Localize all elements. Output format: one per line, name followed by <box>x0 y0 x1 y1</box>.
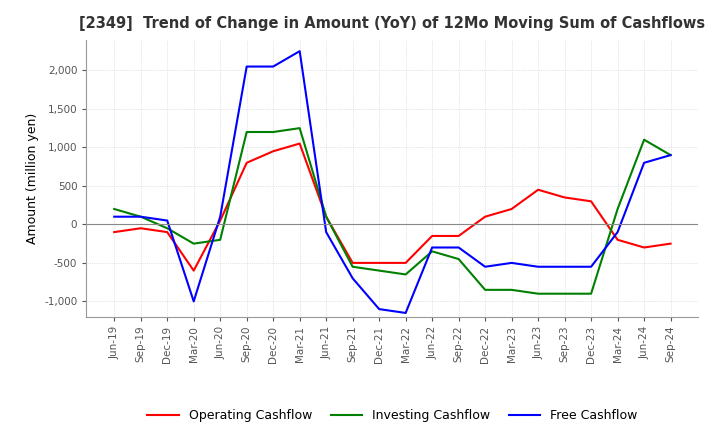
Investing Cashflow <box>454 257 463 262</box>
Investing Cashflow <box>295 125 304 131</box>
Free Cashflow <box>110 214 119 220</box>
Operating Cashflow <box>454 233 463 238</box>
Free Cashflow <box>322 230 330 235</box>
Operating Cashflow <box>216 218 225 223</box>
Operating Cashflow <box>136 226 145 231</box>
Investing Cashflow <box>348 264 357 269</box>
Operating Cashflow <box>534 187 542 192</box>
Investing Cashflow <box>375 268 384 273</box>
Free Cashflow <box>560 264 569 269</box>
Free Cashflow <box>189 299 198 304</box>
Investing Cashflow <box>136 214 145 220</box>
Operating Cashflow <box>401 260 410 265</box>
Free Cashflow <box>508 260 516 265</box>
Operating Cashflow <box>295 141 304 146</box>
Investing Cashflow <box>560 291 569 297</box>
Investing Cashflow <box>508 287 516 293</box>
Investing Cashflow <box>322 214 330 220</box>
Investing Cashflow <box>666 152 675 158</box>
Free Cashflow <box>481 264 490 269</box>
Operating Cashflow <box>666 241 675 246</box>
Investing Cashflow <box>613 206 622 212</box>
Investing Cashflow <box>163 226 171 231</box>
Operating Cashflow <box>640 245 649 250</box>
Free Cashflow <box>587 264 595 269</box>
Operating Cashflow <box>613 237 622 242</box>
Operating Cashflow <box>269 149 277 154</box>
Title: [2349]  Trend of Change in Amount (YoY) of 12Mo Moving Sum of Cashflows: [2349] Trend of Change in Amount (YoY) o… <box>79 16 706 32</box>
Investing Cashflow <box>269 129 277 135</box>
Free Cashflow <box>216 214 225 220</box>
Free Cashflow <box>375 306 384 312</box>
Operating Cashflow <box>243 160 251 165</box>
Legend: Operating Cashflow, Investing Cashflow, Free Cashflow: Operating Cashflow, Investing Cashflow, … <box>143 404 642 427</box>
Investing Cashflow <box>401 272 410 277</box>
Investing Cashflow <box>243 129 251 135</box>
Operating Cashflow <box>560 195 569 200</box>
Free Cashflow <box>666 152 675 158</box>
Operating Cashflow <box>587 199 595 204</box>
Free Cashflow <box>243 64 251 69</box>
Operating Cashflow <box>375 260 384 265</box>
Operating Cashflow <box>163 230 171 235</box>
Free Cashflow <box>136 214 145 220</box>
Line: Investing Cashflow: Investing Cashflow <box>114 128 670 294</box>
Free Cashflow <box>428 245 436 250</box>
Investing Cashflow <box>481 287 490 293</box>
Free Cashflow <box>401 310 410 315</box>
Free Cashflow <box>269 64 277 69</box>
Investing Cashflow <box>189 241 198 246</box>
Investing Cashflow <box>216 237 225 242</box>
Y-axis label: Amount (million yen): Amount (million yen) <box>26 113 39 244</box>
Operating Cashflow <box>110 230 119 235</box>
Investing Cashflow <box>587 291 595 297</box>
Free Cashflow <box>534 264 542 269</box>
Operating Cashflow <box>322 214 330 220</box>
Free Cashflow <box>348 275 357 281</box>
Free Cashflow <box>613 230 622 235</box>
Operating Cashflow <box>189 268 198 273</box>
Line: Operating Cashflow: Operating Cashflow <box>114 143 670 271</box>
Free Cashflow <box>454 245 463 250</box>
Investing Cashflow <box>110 206 119 212</box>
Operating Cashflow <box>481 214 490 220</box>
Operating Cashflow <box>508 206 516 212</box>
Investing Cashflow <box>534 291 542 297</box>
Free Cashflow <box>163 218 171 223</box>
Operating Cashflow <box>348 260 357 265</box>
Free Cashflow <box>640 160 649 165</box>
Investing Cashflow <box>428 249 436 254</box>
Line: Free Cashflow: Free Cashflow <box>114 51 670 313</box>
Free Cashflow <box>295 48 304 54</box>
Investing Cashflow <box>640 137 649 142</box>
Operating Cashflow <box>428 233 436 238</box>
